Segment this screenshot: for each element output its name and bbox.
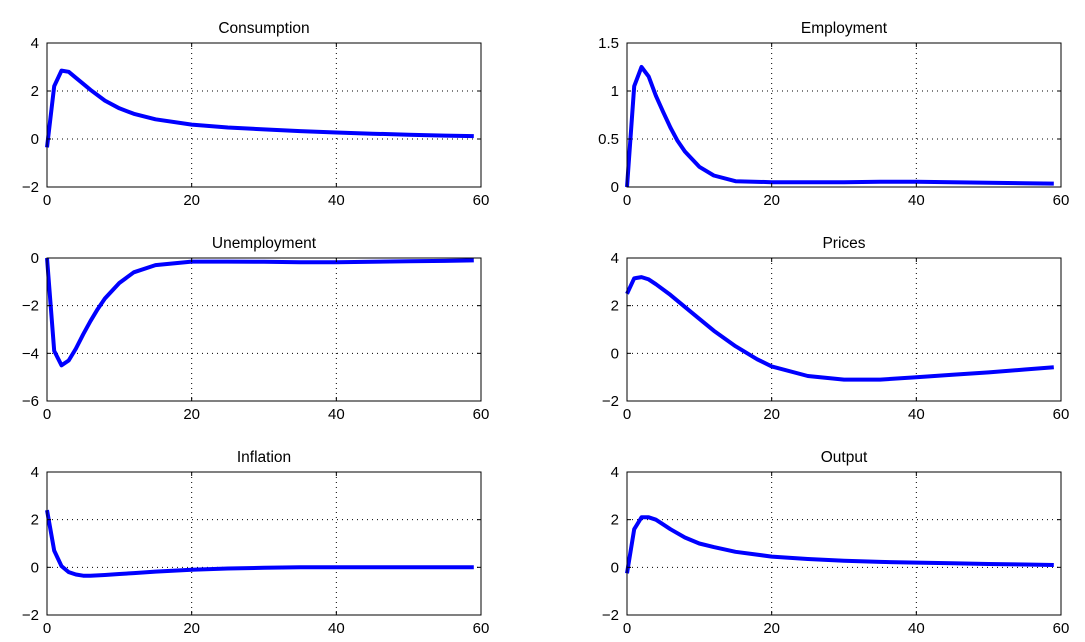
plot-area bbox=[47, 258, 481, 401]
y-tick-label: 2 bbox=[611, 512, 619, 529]
y-tick-label: 0 bbox=[31, 131, 39, 148]
y-tick-label: −2 bbox=[602, 393, 619, 410]
x-tick-label: 40 bbox=[328, 192, 345, 209]
y-tick-label: 1.5 bbox=[598, 35, 619, 52]
axes-box bbox=[626, 471, 1062, 616]
panel-1: 0 20 40 60 0 0.5 1 1.5 Employment bbox=[598, 20, 1069, 209]
x-tick-label: 0 bbox=[43, 406, 51, 423]
x-tick-label: 60 bbox=[1053, 620, 1070, 637]
y-tick-label: −6 bbox=[22, 393, 39, 410]
x-tick-label: 20 bbox=[763, 620, 780, 637]
x-tick-label: 40 bbox=[328, 406, 345, 423]
panel-title: Inflation bbox=[237, 449, 291, 466]
x-tick-label: 40 bbox=[908, 192, 925, 209]
y-tick-label: 2 bbox=[31, 83, 39, 100]
y-tick-label: −2 bbox=[22, 179, 39, 196]
axes-box bbox=[626, 257, 1062, 402]
x-tick-label: 0 bbox=[623, 406, 631, 423]
panel-2: 0 20 40 60 −6 −4 −2 0 Unemployment bbox=[22, 235, 489, 423]
y-tick-label: 2 bbox=[31, 512, 39, 529]
y-tick-label: 0 bbox=[611, 345, 619, 362]
y-tick-label: 0.5 bbox=[598, 131, 619, 148]
x-tick-label: 20 bbox=[183, 620, 200, 637]
axes-box bbox=[46, 471, 482, 616]
x-tick-label: 20 bbox=[763, 406, 780, 423]
x-tick-label: 40 bbox=[908, 620, 925, 637]
x-tick-label: 60 bbox=[473, 406, 490, 423]
axes-box bbox=[46, 257, 482, 402]
plot-area bbox=[627, 43, 1061, 187]
x-tick-label: 0 bbox=[623, 620, 631, 637]
x-tick-label: 20 bbox=[183, 406, 200, 423]
y-tick-label: 1 bbox=[611, 83, 619, 100]
y-tick-label: 0 bbox=[611, 559, 619, 576]
x-tick-label: 60 bbox=[473, 192, 490, 209]
plot-area bbox=[627, 472, 1061, 615]
y-tick-label: 4 bbox=[611, 250, 619, 267]
plot-area bbox=[47, 43, 481, 187]
panel-title: Unemployment bbox=[212, 235, 317, 252]
panel-title: Consumption bbox=[218, 20, 309, 37]
panel-title: Employment bbox=[801, 20, 888, 37]
x-tick-label: 20 bbox=[183, 192, 200, 209]
x-tick-label: 0 bbox=[623, 192, 631, 209]
y-tick-label: −2 bbox=[22, 607, 39, 624]
x-tick-label: 40 bbox=[908, 406, 925, 423]
plot-area bbox=[627, 258, 1061, 401]
y-tick-label: −2 bbox=[602, 607, 619, 624]
y-tick-label: −2 bbox=[22, 298, 39, 315]
x-tick-label: 60 bbox=[1053, 406, 1070, 423]
series-line bbox=[45, 509, 474, 578]
x-tick-label: 0 bbox=[43, 192, 51, 209]
panel-title: Output bbox=[821, 449, 868, 466]
y-tick-label: 2 bbox=[611, 298, 619, 315]
plot-area bbox=[47, 472, 481, 615]
series-line bbox=[625, 515, 1054, 574]
axes-box bbox=[46, 42, 482, 188]
y-tick-label: 4 bbox=[31, 35, 39, 52]
panel-title: Prices bbox=[822, 235, 865, 252]
x-tick-label: 20 bbox=[763, 192, 780, 209]
axes-box bbox=[626, 42, 1062, 188]
x-tick-label: 40 bbox=[328, 620, 345, 637]
y-tick-label: 0 bbox=[611, 179, 619, 196]
series-line bbox=[625, 275, 1054, 382]
y-tick-label: 4 bbox=[31, 464, 39, 481]
y-tick-label: 0 bbox=[31, 559, 39, 576]
y-tick-label: −4 bbox=[22, 345, 39, 362]
x-tick-label: 60 bbox=[473, 620, 490, 637]
y-tick-label: 4 bbox=[611, 464, 619, 481]
series-line bbox=[625, 65, 1054, 188]
y-tick-label: 0 bbox=[31, 250, 39, 267]
series-line bbox=[45, 257, 474, 368]
series-line bbox=[45, 68, 474, 148]
x-tick-label: 60 bbox=[1053, 192, 1070, 209]
x-tick-label: 0 bbox=[43, 620, 51, 637]
